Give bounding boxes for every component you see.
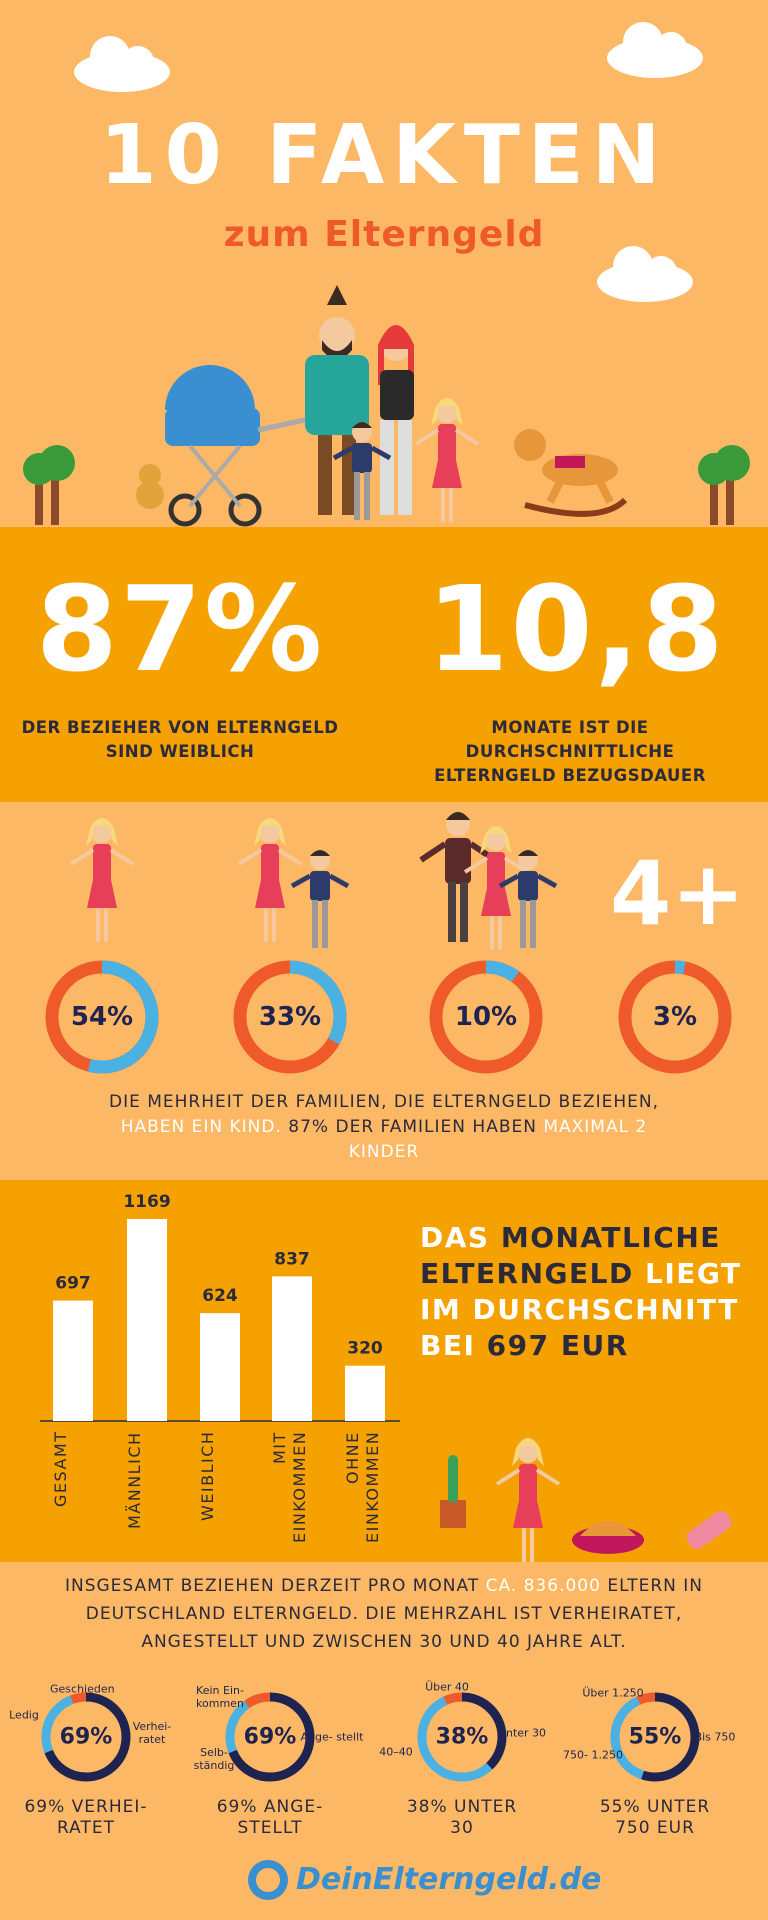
bar [345,1365,385,1421]
category-label: GESAMT [51,1431,70,1508]
donut-segment [41,1692,131,1782]
cloud [607,22,703,78]
text-segment: INSGESAMT BEZIEHEN DERZEIT PRO MONAT [64,1576,486,1596]
text-segment: 697 EUR [486,1329,629,1362]
family-icons [69,812,556,952]
logo-icon [248,1860,288,1900]
donut-label: 69% [243,1724,297,1750]
text-segment: DIE MEHRHEIT DER FAMILIEN, DIE ELTERNGEL… [108,1092,659,1112]
donut-segment [610,1692,700,1782]
donut-segment [417,1692,507,1782]
donut-segment [45,960,159,1074]
donut-segment [41,1692,131,1782]
tree [698,445,750,525]
caption: 69% VERHEI- RATET [24,1797,148,1838]
logo: DeinElterngeld.de [296,1862,602,1897]
category-label: OHNE EINKOMMEN [343,1431,382,1544]
text-segment: LIEGT IM DURCHSCHNITT BEI [420,1257,742,1362]
caption: 55% UNTER 750 EUR [599,1797,711,1838]
caption: 69% ANGE- STELLT [216,1797,324,1838]
text-segment: DAS [420,1221,501,1254]
donut-segment [610,1692,700,1782]
donut-segment [233,960,347,1074]
bar [272,1276,312,1421]
fact-value: 87% [35,560,325,698]
category-label: MIT EINKOMMEN [270,1431,309,1544]
donut-segment [429,960,543,1074]
band [0,527,768,802]
segment-label: Unter 30 [497,1726,547,1740]
donut-segment [225,1692,315,1782]
family [136,285,628,527]
bar [200,1313,240,1421]
text-segment: HABEN EIN KIND. [120,1117,282,1137]
segment-label: Über 1.250 [582,1686,644,1700]
caption: 38% UNTER 30 [406,1797,518,1838]
segment-label: Ange- stellt [300,1730,364,1744]
value-label: 697 [55,1274,91,1294]
summary: INSGESAMT BEZIEHEN DERZEIT PRO MONAT CA.… [64,1572,704,1656]
donut-label: 69% [59,1724,113,1750]
segment-label: Ledig [9,1708,39,1722]
text-segment: CA. 836.000 [485,1576,601,1596]
donut-label: 10% [454,1002,518,1032]
children-text: DIE MEHRHEIT DER FAMILIEN, DIE ELTERNGEL… [84,1090,684,1165]
segment-label: Selb- ständig [193,1746,235,1772]
title: 10 FAKTEN [99,108,669,203]
segment-label: 750- 1.250 [563,1748,623,1762]
value-label: 320 [347,1339,383,1359]
subtitle: zum Elterngeld [223,214,545,255]
bar [127,1219,167,1421]
donut-label: 3% [652,1002,698,1032]
tree [23,445,75,525]
text-segment: 87% DER FAMILIEN HABEN [281,1117,544,1137]
decor [440,1436,732,1564]
value-label: 1169 [123,1192,170,1212]
donut-label: 55% [628,1724,682,1750]
donut-segment [225,1692,315,1782]
segment-label: Kein Ein- kommen [196,1684,244,1710]
fact-text: DER BEZIEHER VON ELTERNGELD SIND WEIBLIC… [21,718,339,761]
donut-label: 54% [70,1002,134,1032]
text-segment: ELTERN IN DEUTSCHLAND ELTERNGELD. DIE ME… [85,1576,703,1652]
category-label: WEIBLICH [198,1431,217,1522]
fact-value: 10,8 [426,560,726,698]
fact-text: MONATE IST DIE DURCHSCHNITTLICHE ELTERNG… [434,718,706,785]
donut-label: 38% [435,1724,489,1750]
donut-segment [417,1692,507,1782]
segment-label: Verhei- ratet [132,1720,172,1746]
segment-label: Bis 750 [694,1730,736,1744]
segment-label: 40–40 [379,1745,413,1759]
value-label: 624 [202,1286,238,1306]
bar [53,1300,93,1421]
cloud [74,36,170,92]
chart-heading: DAS MONATLICHE ELTERNGELD LIEGT IM DURCH… [420,1220,760,1364]
text-segment: MAXIMAL 2 KINDER [348,1117,648,1162]
segment-label: Über 40 [425,1680,469,1694]
value-label: 837 [274,1249,310,1269]
category-label: MÄNNLICH [125,1431,144,1529]
donut-segment [618,960,732,1074]
text-segment: MONATLICHE ELTERNGELD [420,1221,721,1290]
donut-label: 33% [258,1002,322,1032]
extra-label: 4+ [610,842,745,945]
segment-label: Geschieden [50,1682,115,1696]
